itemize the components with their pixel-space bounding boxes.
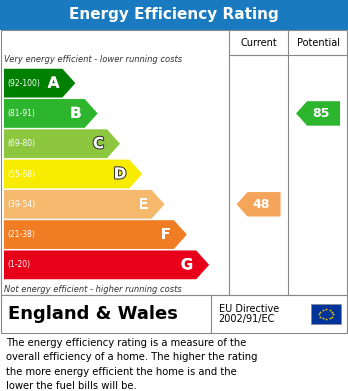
Text: The energy efficiency rating is a measure of the
overall efficiency of a home. T: The energy efficiency rating is a measur… (6, 338, 258, 391)
Polygon shape (4, 99, 98, 128)
Text: C: C (93, 136, 104, 151)
Text: E: E (138, 197, 149, 212)
Text: England & Wales: England & Wales (8, 305, 178, 323)
Text: (21-38): (21-38) (7, 230, 35, 239)
Text: B: B (70, 106, 82, 121)
Text: (92-100): (92-100) (7, 79, 40, 88)
Text: Not energy efficient - higher running costs: Not energy efficient - higher running co… (4, 285, 182, 294)
Text: (81-91): (81-91) (7, 109, 35, 118)
Text: 48: 48 (253, 198, 270, 211)
Text: A: A (48, 75, 60, 91)
Text: (1-20): (1-20) (7, 260, 30, 269)
Text: Very energy efficient - lower running costs: Very energy efficient - lower running co… (4, 56, 182, 65)
Text: (69-80): (69-80) (7, 139, 35, 148)
Polygon shape (4, 160, 142, 188)
Text: (55-68): (55-68) (7, 170, 35, 179)
Text: 2002/91/EC: 2002/91/EC (219, 314, 275, 324)
Polygon shape (4, 129, 120, 158)
Text: Potential: Potential (296, 38, 340, 47)
Bar (1, 30, 347, 295)
Text: F: F (160, 227, 171, 242)
Text: EU Directive: EU Directive (219, 304, 279, 314)
Bar (0, 0, 348, 30)
Polygon shape (4, 251, 209, 279)
Polygon shape (4, 220, 187, 249)
Text: Current: Current (240, 38, 277, 47)
Polygon shape (4, 190, 165, 219)
Polygon shape (4, 69, 76, 97)
Polygon shape (296, 101, 340, 126)
Bar (311, 304, 341, 324)
Text: D: D (114, 167, 126, 181)
Text: G: G (181, 257, 193, 273)
Polygon shape (237, 192, 280, 217)
Text: 85: 85 (313, 107, 330, 120)
Bar (1, 295, 347, 333)
Text: Energy Efficiency Rating: Energy Efficiency Rating (69, 7, 279, 23)
Text: (39-54): (39-54) (7, 200, 35, 209)
